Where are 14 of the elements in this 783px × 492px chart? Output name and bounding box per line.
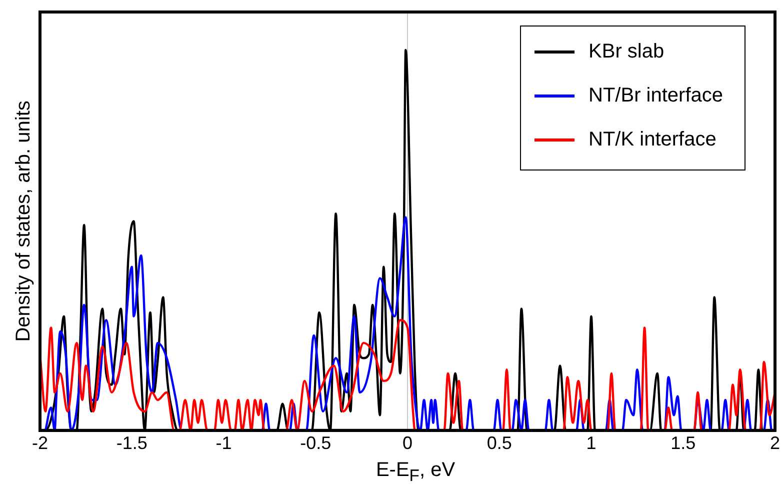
x-axis-title: E-E$_{F}$, eV [374, 458, 456, 487]
legend-label: NT/Br interface [588, 84, 723, 107]
legend-label: KBr slab [588, 40, 664, 63]
x-tick-label: 2 [770, 433, 780, 454]
x-tick-label: 0 [402, 433, 413, 454]
x-tick-label: -1 [216, 433, 232, 454]
x-tick-label: -0.5 [300, 433, 332, 454]
y-axis-title: Density of states, arb. units [12, 100, 35, 342]
x-tick-label: 1 [586, 433, 596, 454]
x-tick-label: -1.5 [116, 433, 148, 454]
x-tick-label: 1.5 [670, 433, 696, 454]
x-tick-label: -2 [32, 433, 48, 454]
x-tick-label: 0.5 [486, 433, 512, 454]
legend-label: NT/K interface [588, 128, 716, 151]
